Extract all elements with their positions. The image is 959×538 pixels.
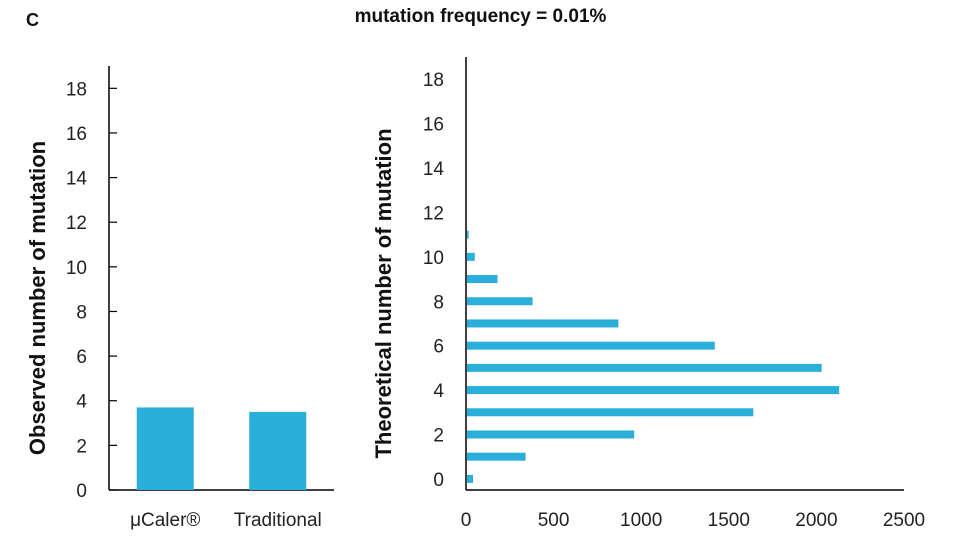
y-tick-label: 8 xyxy=(76,302,87,323)
x-tick-label: 1000 xyxy=(620,510,662,531)
x-tick-label: 500 xyxy=(538,510,570,531)
y-tick-label: 4 xyxy=(433,381,444,402)
y-tick-label: 10 xyxy=(66,258,87,279)
x-tick-label: 1500 xyxy=(708,510,750,531)
y-tick-label: 4 xyxy=(76,392,87,413)
y-tick-label: 14 xyxy=(66,169,88,190)
y-tick-label: 16 xyxy=(66,124,87,145)
observed-mutation-chart: 0 2 4 6 8 10 12 14 16 18 μCaler® Traditional Observe… xyxy=(25,66,334,531)
y-tick-label: 10 xyxy=(423,248,444,269)
y-tick-label: 2 xyxy=(433,425,444,446)
y-tick-label: 12 xyxy=(423,203,444,224)
bar xyxy=(467,252,475,261)
bar xyxy=(467,230,469,239)
y-axis-title: Observed number of mutation xyxy=(25,141,50,455)
bar xyxy=(467,275,498,284)
bar xyxy=(467,341,715,350)
y-tick-label: 0 xyxy=(76,481,87,502)
bar xyxy=(249,411,307,490)
bar xyxy=(467,386,840,395)
y-tick-label: 16 xyxy=(423,115,444,136)
x-tick-label: μCaler® xyxy=(130,510,200,531)
x-tick-label: 2500 xyxy=(883,510,925,531)
bar xyxy=(467,297,533,306)
bar xyxy=(467,452,526,461)
chart-title: mutation frequency = 0.01% xyxy=(354,6,607,27)
bar xyxy=(467,430,635,439)
y-tick-label: 0 xyxy=(433,470,444,491)
panel-label: C xyxy=(26,10,39,30)
bar xyxy=(467,408,754,417)
y-tick-label: 6 xyxy=(76,347,87,368)
bar xyxy=(467,363,822,372)
bar xyxy=(467,474,474,483)
theoretical-mutation-chart: 0 2 4 6 8 10 12 14 16 18 0 500 1000 1500 2000 2500 Theor… xyxy=(371,57,925,531)
y-tick-label: 6 xyxy=(433,337,444,358)
bar xyxy=(136,407,194,490)
y-tick-label: 8 xyxy=(433,292,444,313)
y-tick-label: 18 xyxy=(66,79,87,100)
bar xyxy=(467,319,619,328)
x-tick-label: 0 xyxy=(461,510,472,531)
y-tick-label: 18 xyxy=(423,70,444,91)
y-tick-label: 2 xyxy=(76,436,87,457)
y-axis-title: Theoretical number of mutation xyxy=(371,128,396,458)
x-tick-label: 2000 xyxy=(795,510,837,531)
y-tick-label: 12 xyxy=(66,213,87,234)
y-tick-label: 14 xyxy=(423,159,445,180)
x-tick-label: Traditional xyxy=(234,510,322,531)
